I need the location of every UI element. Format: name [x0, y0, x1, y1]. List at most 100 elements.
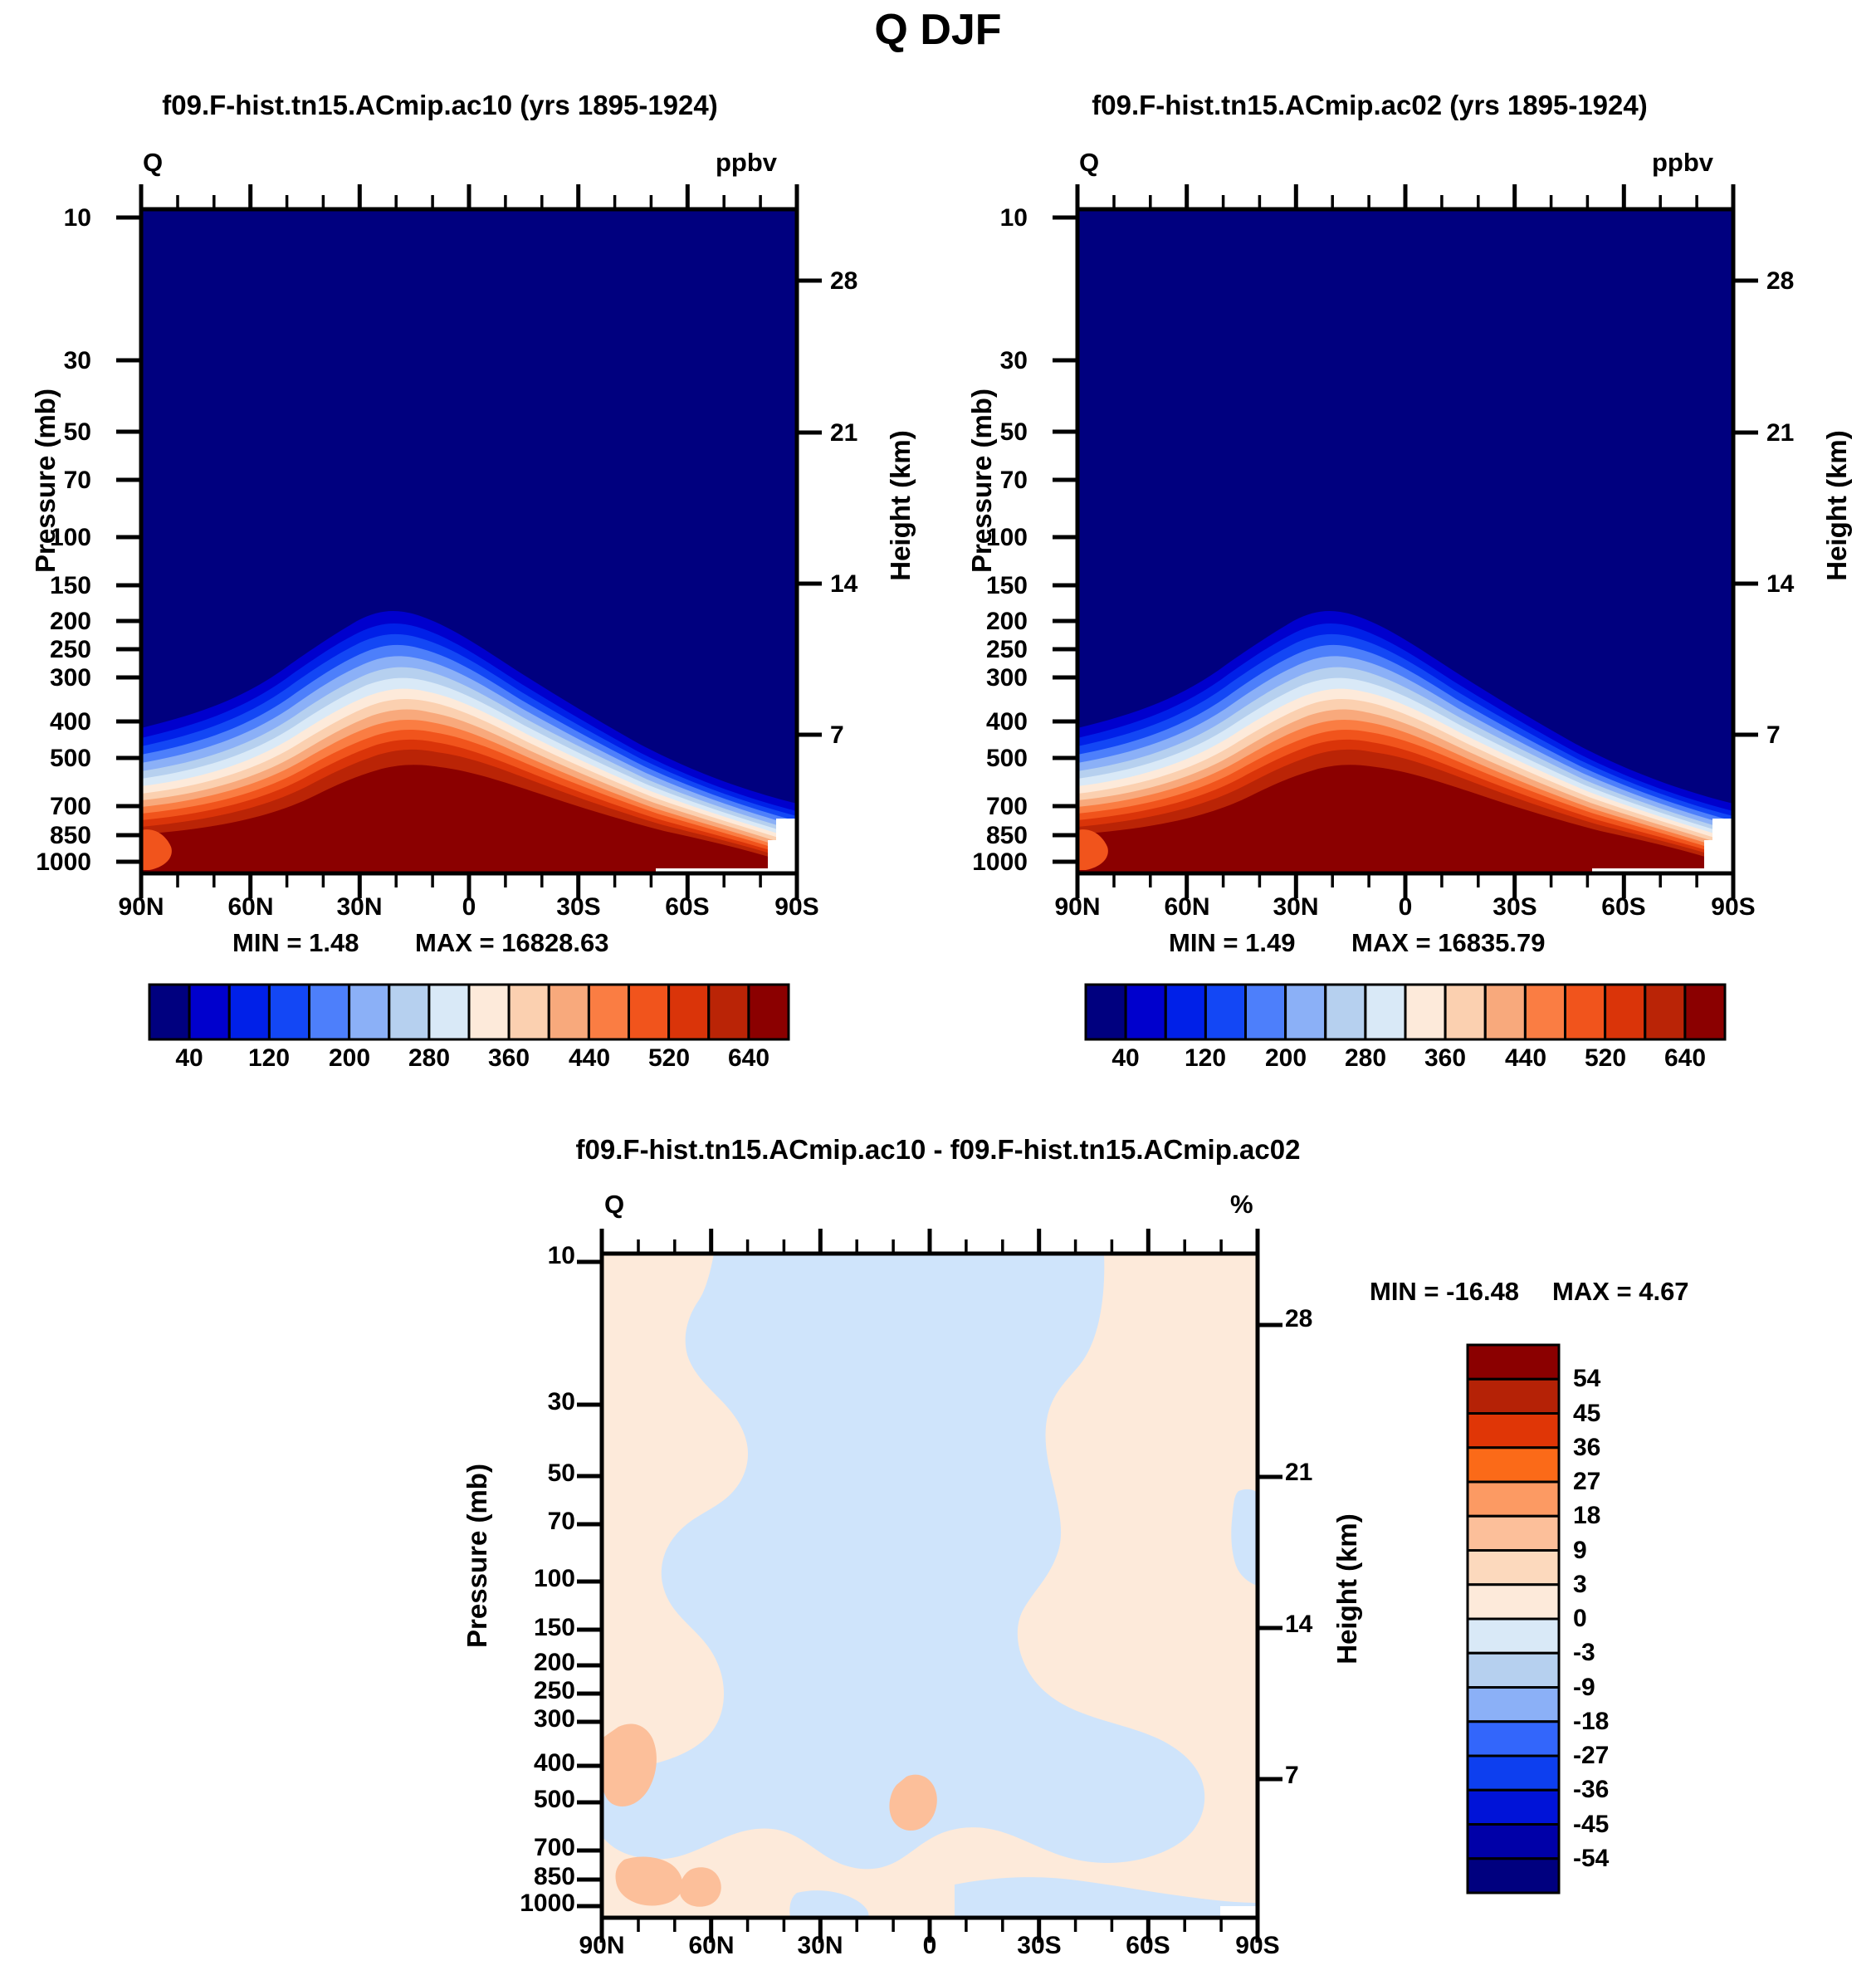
panel-title-diff: f09.F-hist.tn15.ACmip.ac10 - f09.F-hist.…	[575, 1134, 1301, 1165]
ytick-500: 500	[49, 745, 91, 772]
cbv-label-45: 45	[1573, 1400, 1601, 1427]
ytick-r-10: 10	[999, 204, 1028, 232]
xtick-60N: 60N	[227, 893, 274, 921]
xtick-0: 0	[462, 893, 476, 921]
xtick-d-90S: 90S	[1235, 1932, 1280, 1959]
ytick-r-200: 200	[985, 608, 1028, 635]
ytick-r-height-28: 28	[1766, 267, 1795, 295]
cbv-label-9: 9	[1573, 1537, 1587, 1564]
xtick-r-30N: 30N	[1273, 893, 1319, 921]
ytick-r-height-7: 7	[1766, 721, 1781, 749]
xtick-r-60N: 60N	[1164, 893, 1210, 921]
ytick-r-400: 400	[985, 708, 1028, 736]
cb-label-120: 120	[247, 1044, 291, 1072]
cbv-label-m27: -27	[1573, 1742, 1610, 1769]
panel-right-plot	[1053, 184, 1758, 898]
cbv-label-m9: -9	[1573, 1674, 1595, 1701]
ytick-r-150: 150	[985, 572, 1028, 599]
ytick-d-30: 30	[547, 1388, 575, 1415]
panel-diff-max: MAX = 4.67	[1552, 1277, 1689, 1306]
cb-r-label-120: 120	[1184, 1044, 1227, 1072]
ytick-r-1000: 1000	[972, 848, 1028, 876]
ytick-d-500: 500	[533, 1786, 575, 1813]
ytick-300: 300	[49, 664, 91, 692]
ytick-d-50: 50	[547, 1459, 575, 1487]
ytick-r-height-14: 14	[1766, 570, 1795, 598]
colorbar-absolute-group[interactable]	[0, 971, 1876, 1079]
xtick-d-60N: 60N	[688, 1932, 735, 1959]
ytick-r-30: 30	[999, 347, 1028, 374]
cb-label-280: 280	[408, 1044, 451, 1072]
ytick-r-500: 500	[985, 745, 1028, 772]
ytick-d-1000: 1000	[520, 1890, 575, 1917]
ytick-d-height-14: 14	[1285, 1611, 1313, 1638]
panel-title-left: f09.F-hist.tn15.ACmip.ac10 (yrs 1895-192…	[162, 90, 718, 120]
cb-r-label-200: 200	[1264, 1044, 1307, 1072]
colorbar-absolute-right	[1084, 983, 1727, 1041]
ytick-d-250: 250	[533, 1677, 575, 1704]
ytick-d-height-21: 21	[1285, 1459, 1313, 1486]
panel-diff-corner-variable: Q	[604, 1190, 625, 1219]
panel-right-corner-units: ppbv	[1652, 148, 1714, 177]
xtick-90N: 90N	[118, 893, 164, 921]
ytick-150: 150	[49, 572, 91, 599]
ytick-height-21: 21	[830, 419, 858, 447]
xtick-d-30S: 30S	[1017, 1932, 1062, 1959]
ytick-d-height-28: 28	[1285, 1305, 1313, 1332]
xtick-60S: 60S	[665, 893, 710, 921]
cbv-label-0: 0	[1573, 1605, 1587, 1632]
cb-label-520: 520	[647, 1044, 691, 1072]
xtick-r-90S: 90S	[1711, 893, 1756, 921]
ytick-30: 30	[63, 347, 91, 374]
panel-left-max: MAX = 16828.63	[415, 928, 609, 957]
xtick-r-30S: 30S	[1492, 893, 1537, 921]
xtick-30S: 30S	[556, 893, 601, 921]
ytick-r-100: 100	[985, 524, 1028, 551]
cb-label-40: 40	[175, 1044, 203, 1072]
cbv-label-m36: -36	[1573, 1776, 1610, 1803]
panel-left-corner-variable: Q	[143, 148, 164, 177]
ytick-100: 100	[49, 524, 91, 551]
ytick-d-850: 850	[533, 1863, 575, 1890]
xtick-d-0: 0	[922, 1932, 937, 1959]
ytick-r-50: 50	[999, 418, 1028, 446]
page-title: Q DJF	[874, 6, 1002, 54]
cb-label-640: 640	[727, 1044, 770, 1072]
xtick-d-90N: 90N	[579, 1932, 625, 1959]
cbv-label-27: 27	[1573, 1468, 1601, 1495]
ytick-height-28: 28	[830, 267, 858, 295]
xtick-r-60S: 60S	[1601, 893, 1646, 921]
cb-r-label-640: 640	[1663, 1044, 1707, 1072]
cbv-label-m18: -18	[1573, 1708, 1610, 1735]
ytick-1000: 1000	[36, 848, 91, 876]
panel-right-max: MAX = 16835.79	[1351, 928, 1546, 957]
cbv-label-18: 18	[1573, 1502, 1601, 1529]
panel-right-min: MIN = 1.49	[1169, 928, 1296, 957]
panel-diff-min: MIN = -16.48	[1370, 1277, 1520, 1306]
xtick-r-90N: 90N	[1054, 893, 1101, 921]
ytick-10: 10	[63, 204, 91, 232]
panel-left-plot	[116, 184, 822, 898]
cb-label-200: 200	[328, 1044, 371, 1072]
panel-left-corner-units: ppbv	[716, 148, 778, 177]
ytick-d-10: 10	[547, 1242, 575, 1269]
cbv-label-m45: -45	[1573, 1811, 1610, 1838]
ytick-height-7: 7	[830, 721, 844, 749]
ytick-d-150: 150	[533, 1614, 575, 1641]
cbv-label-m54: -54	[1573, 1845, 1610, 1872]
ytick-d-200: 200	[533, 1649, 575, 1676]
xtick-d-30N: 30N	[797, 1932, 843, 1959]
colorbar-difference[interactable]	[1411, 1343, 1627, 1926]
xtick-r-0: 0	[1398, 893, 1413, 921]
ytick-400: 400	[49, 708, 91, 736]
panel-diff-corner-units: %	[1230, 1190, 1253, 1219]
xtick-d-60S: 60S	[1126, 1932, 1170, 1959]
ytick-70: 70	[63, 467, 91, 494]
cbv-label-3: 3	[1573, 1571, 1587, 1598]
ytick-d-700: 700	[533, 1834, 575, 1861]
ytick-r-height-21: 21	[1766, 419, 1795, 447]
ytick-r-700: 700	[985, 793, 1028, 820]
ytick-700: 700	[49, 793, 91, 820]
cb-r-label-40: 40	[1111, 1044, 1140, 1072]
colorbar-absolute-left	[148, 983, 790, 1041]
